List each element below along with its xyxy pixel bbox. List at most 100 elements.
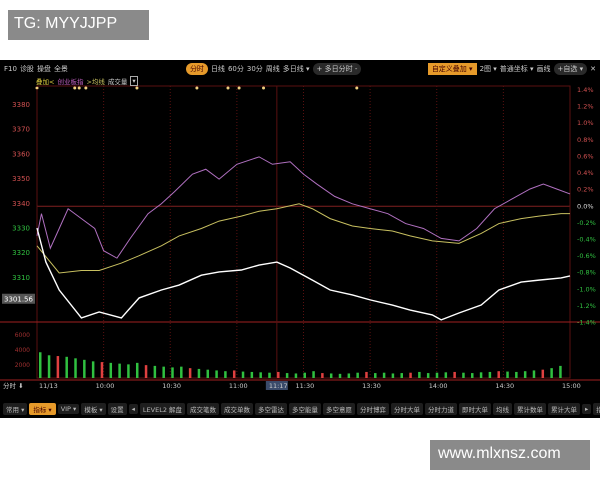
indicator-share-button[interactable]: 指标分享 — [593, 402, 600, 415]
volume-bar — [91, 361, 95, 378]
event-marker — [135, 86, 139, 90]
bottom-tab[interactable]: 设置 — [107, 402, 127, 415]
event-marker — [237, 86, 241, 90]
volume-bar — [391, 373, 395, 378]
indicator-tab[interactable]: 成交笔数 — [187, 402, 220, 415]
volume-bar — [409, 372, 412, 378]
layout-button[interactable]: 2图 ▾ — [479, 65, 497, 73]
time-tick: 11:17 — [269, 382, 288, 390]
tab-60min[interactable]: 60分 — [227, 65, 244, 73]
volume-bar — [418, 371, 421, 378]
diagnose-button[interactable]: 诊股 — [19, 65, 34, 73]
percent-tick: -0.6% — [577, 252, 596, 260]
volume-bar — [294, 373, 298, 378]
event-marker — [77, 86, 81, 90]
event-marker — [226, 86, 230, 90]
tab-daily[interactable]: 日线 — [210, 65, 225, 73]
time-tick: 15:00 — [562, 382, 581, 390]
volume-bar — [180, 366, 183, 378]
volume-bar — [497, 371, 500, 378]
tab-30min[interactable]: 30分 — [246, 65, 263, 73]
close-icon[interactable]: ✕ — [590, 65, 596, 73]
time-tick: 14:30 — [495, 382, 514, 390]
indicator-tab[interactable]: 即时大单 — [459, 402, 492, 415]
f10-button[interactable]: F10 — [4, 65, 17, 73]
volume-bar — [462, 372, 465, 378]
volume-bar — [39, 352, 42, 378]
overlay-menu-button[interactable]: ▾ — [130, 76, 138, 86]
bottom-tab[interactable]: 模板 ▾ — [81, 402, 106, 415]
price-tick: 3340 — [12, 200, 30, 208]
bottom-tab[interactable]: 常用 ▾ — [3, 402, 28, 415]
intraday-chart-app: 3380 3370 3360 3350 3340 3330 3320 3310 3301.56 1… — [0, 60, 600, 418]
watermark-tg: TG: MYYJJPP — [8, 10, 149, 40]
volume-bar — [338, 373, 342, 378]
volume-bar — [559, 365, 562, 378]
add-watchlist-button[interactable]: +自选 ▾ — [553, 63, 588, 75]
volume-bar — [100, 362, 104, 378]
bottom-tab[interactable]: 指标 ▾ — [29, 402, 56, 415]
volume-bar — [47, 355, 51, 378]
volume-bar — [435, 372, 439, 378]
chart-svg: 3380 3370 3360 3350 3340 3330 3320 3310 3301.56 1… — [0, 85, 600, 390]
multi-day-intraday-button[interactable]: + 多日分时 - — [312, 63, 362, 75]
time-tick: 11:30 — [296, 382, 315, 390]
percent-tick: 1.4% — [577, 86, 594, 94]
indicator-tab[interactable]: 成交单数 — [221, 402, 254, 415]
operate-button[interactable]: 操盘 — [36, 65, 51, 73]
indicator-tab[interactable]: 分时大单 — [391, 402, 424, 415]
cursor-time-badge — [265, 381, 288, 390]
series-line-index — [36, 156, 571, 259]
event-marker — [195, 86, 199, 90]
volume-bar — [127, 364, 130, 378]
volume-bar — [277, 371, 280, 378]
percent-tick: -1.2% — [577, 302, 596, 310]
volume-bar — [374, 373, 377, 378]
percent-tick: 0.4% — [577, 169, 594, 177]
time-tick: 13:30 — [362, 382, 381, 390]
event-marker — [262, 86, 266, 90]
percent-tick: 0.8% — [577, 136, 594, 144]
coordinate-button[interactable]: 普通坐标 ▾ — [499, 65, 534, 73]
volume-bar — [479, 372, 483, 378]
volume-bar — [488, 371, 492, 378]
volume-bar — [83, 359, 86, 378]
volume-bar — [453, 371, 456, 378]
bottom-tab[interactable]: VIP ▾ — [57, 403, 80, 414]
volume-bar — [144, 365, 148, 378]
percent-tick: -1.0% — [577, 285, 596, 293]
volume-bar — [382, 372, 386, 378]
indicator-tab[interactable]: 累计大单 — [548, 402, 581, 415]
volume-bar — [426, 373, 430, 378]
volume-bar — [153, 365, 157, 378]
tab-weekly[interactable]: 周线 — [265, 65, 280, 73]
tab-intraday[interactable]: 分时 — [185, 63, 208, 75]
price-tick: 3370 — [12, 126, 30, 134]
indicator-tab[interactable]: 累计数单 — [514, 402, 547, 415]
current-price-badge — [2, 293, 35, 304]
volume-bar — [268, 372, 271, 378]
panorama-button[interactable]: 全景 — [53, 65, 68, 73]
indicator-tab[interactable]: 多空意愿 — [323, 402, 356, 415]
bottom-toolbar: 常用 ▾ 指标 ▾ VIP ▾ 模板 ▾ 设置 ◂ LEVEL2 解盘 成交笔数 成交单数 多空雷… — [0, 401, 600, 416]
indicator-tab[interactable]: 多空雷达 — [255, 402, 288, 415]
volume-tick: 2000 — [15, 362, 30, 369]
price-tick: 3310 — [12, 274, 30, 282]
indicator-tab[interactable]: 均线 — [493, 402, 513, 415]
indicator-tab[interactable]: ◂ — [128, 403, 138, 414]
tab-multiday[interactable]: 多日线 ▾ — [282, 65, 310, 73]
volume-bar — [444, 372, 448, 378]
indicator-tab[interactable]: ▸ — [582, 403, 592, 414]
indicator-tab[interactable]: 分时力道 — [425, 402, 458, 415]
volume-bar — [65, 356, 68, 378]
time-tick: 10:00 — [96, 382, 115, 390]
volume-bar — [303, 372, 306, 378]
draw-button[interactable]: 画线 — [536, 65, 551, 73]
volume-bar — [356, 372, 359, 378]
custom-overlay-button[interactable]: 自定义叠加 ▾ — [427, 63, 477, 75]
indicator-tab[interactable]: 多空能量 — [289, 402, 322, 415]
indicator-tab[interactable]: LEVEL2 解盘 — [139, 402, 186, 415]
overlay-index[interactable]: 创业板指 — [57, 78, 84, 86]
volume-bar — [241, 371, 245, 378]
indicator-tab[interactable]: 分时博弈 — [357, 402, 390, 415]
